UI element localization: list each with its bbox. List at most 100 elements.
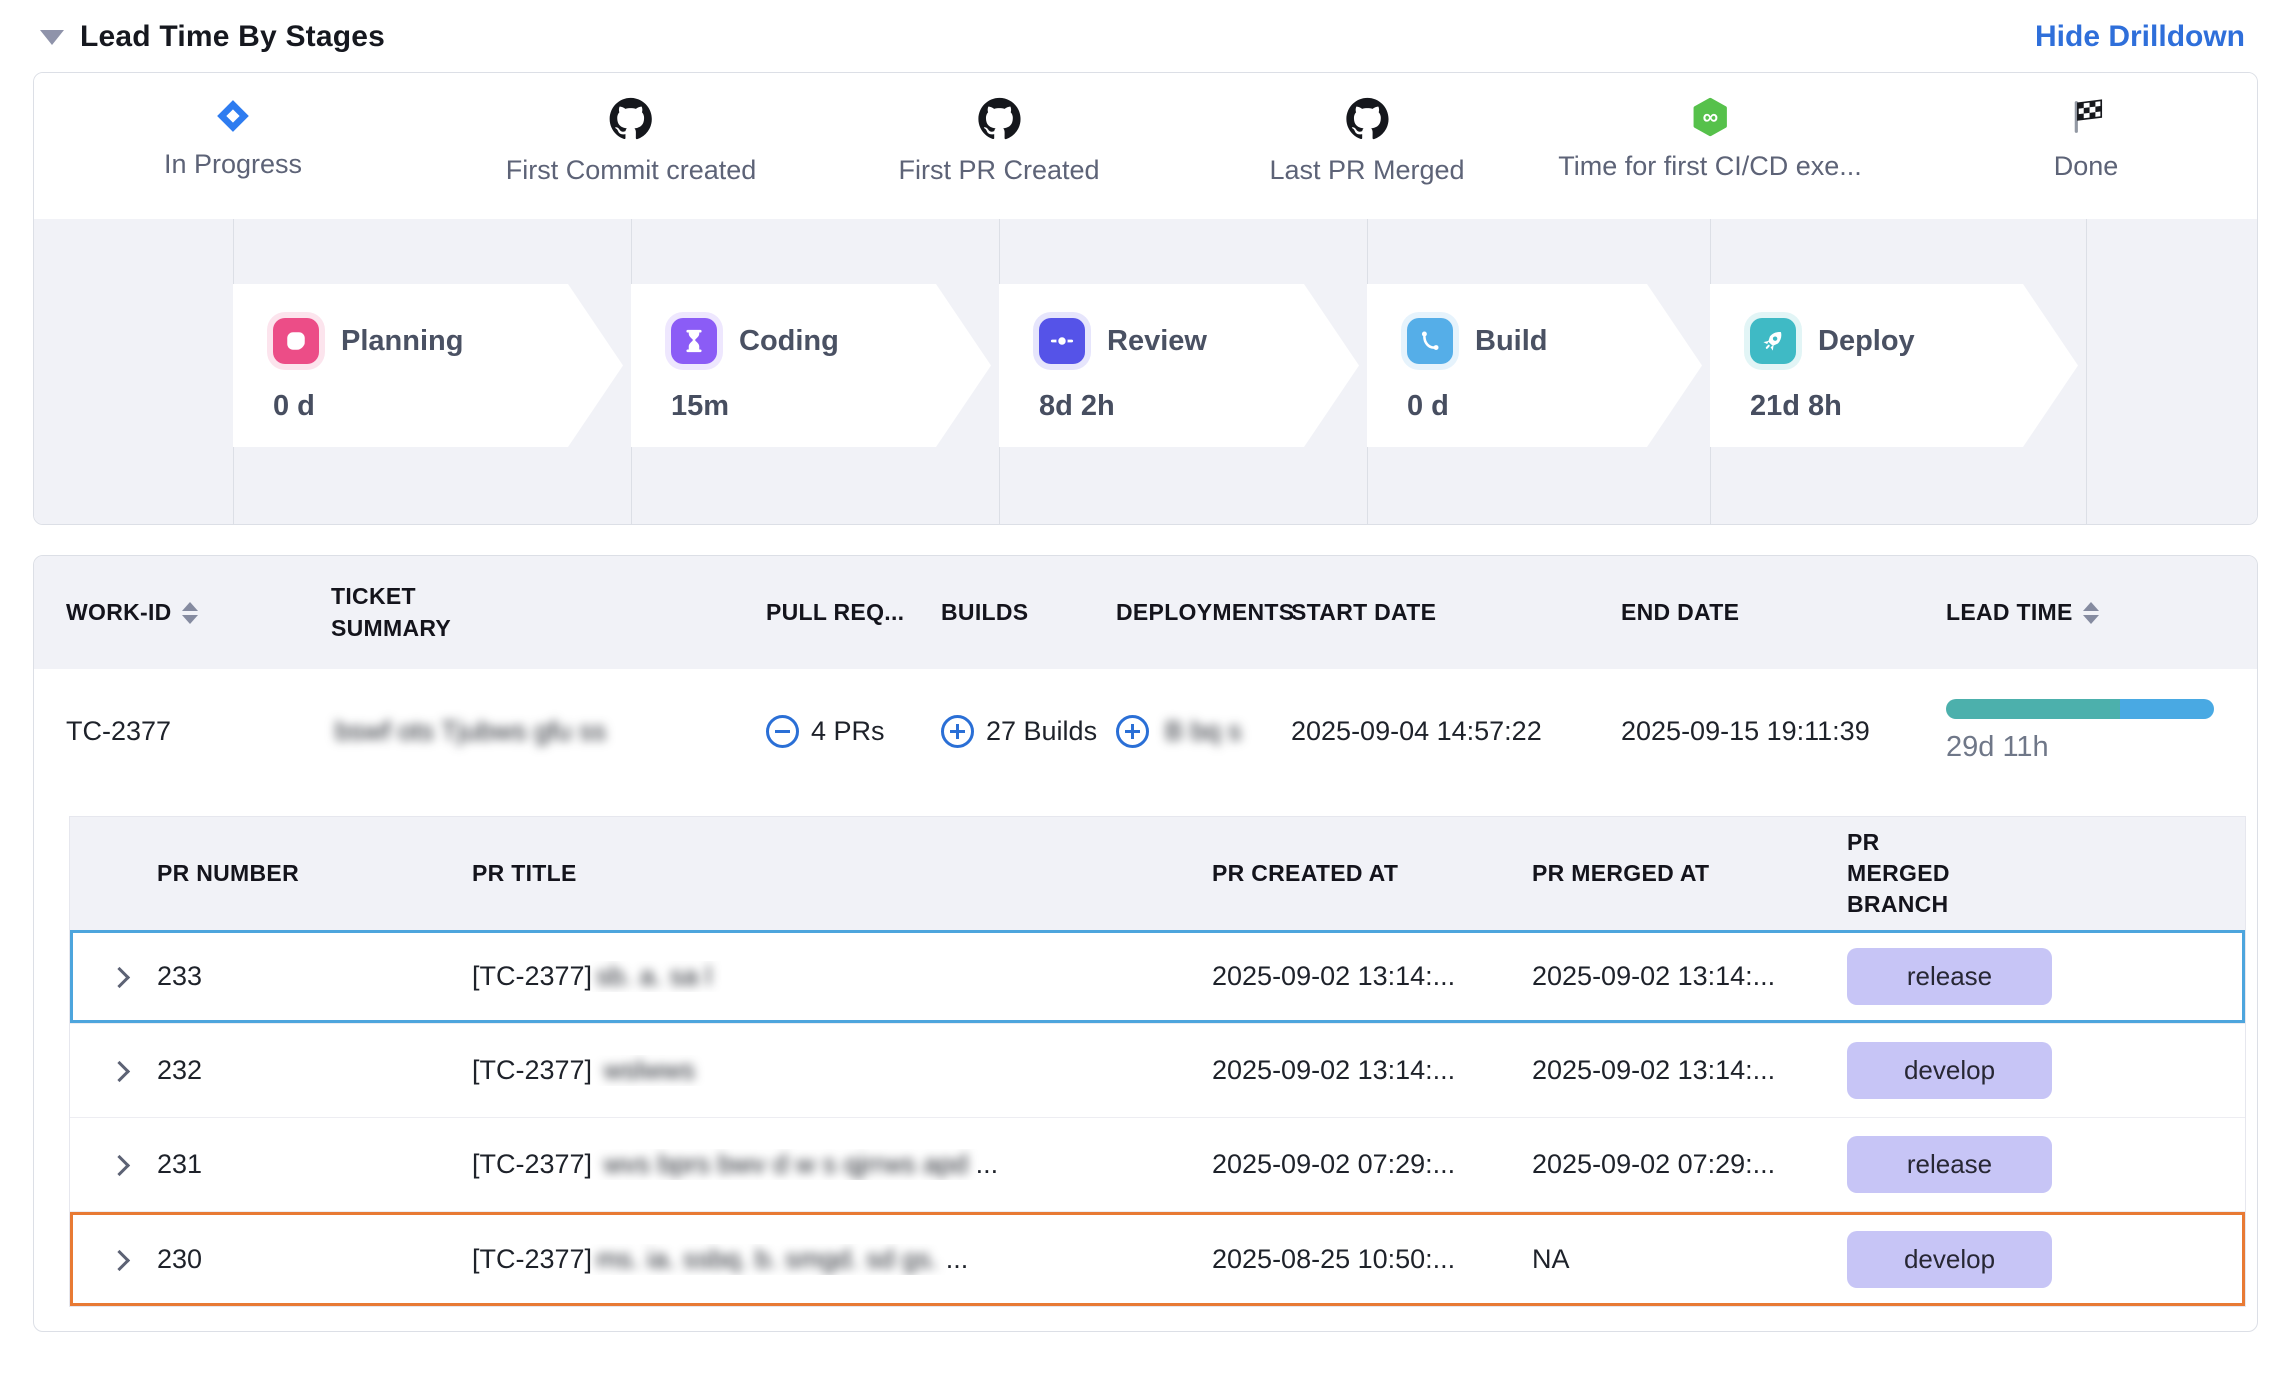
chevron-right-icon[interactable] (108, 966, 131, 989)
branch-icon (1407, 318, 1453, 364)
start-date-value: 2025-09-04 14:57:22 (1291, 716, 1542, 746)
planning-note-icon (273, 318, 319, 364)
page-header: Lead Time By Stages Hide Drilldown (40, 20, 2245, 54)
milestone-strip: In Progress First Commit created First P… (34, 73, 2257, 219)
col-work-id: WORK-ID (66, 599, 331, 626)
pr-number: 233 (157, 961, 203, 991)
page-title: Lead Time By Stages (80, 20, 386, 53)
stage-name: Build (1475, 324, 1548, 357)
stage-coding: Coding 15m (631, 284, 991, 447)
stage-duration: 0 d (273, 390, 315, 422)
sort-icon[interactable] (2082, 601, 2099, 624)
github-icon (977, 97, 1021, 140)
expand-plus-icon[interactable] (941, 715, 974, 748)
milestone-last-pr-merged: Last PR Merged (1269, 97, 1465, 186)
milestone-done: Done (2053, 97, 2119, 182)
pr-row-231[interactable]: 231 [TC-2377] wvs bprs bwv d w s qjrrws … (70, 1118, 2245, 1212)
col-pr-title: PR TITLE (472, 860, 577, 886)
milestone-label: In Progress (163, 149, 303, 179)
stage-duration: 15m (671, 390, 730, 422)
milestone-label: Time for first CI/CD exe... (1558, 151, 1862, 181)
milestone-first-pr: First PR Created (898, 97, 1100, 186)
col-lead-time: LEAD TIME (1946, 599, 2257, 626)
pr-number: 232 (157, 1055, 203, 1085)
milestone-label: Done (2053, 151, 2119, 181)
stage-area: Planning 0 d Coding 15m (34, 219, 2257, 524)
pull-requests-cell[interactable]: 4 PRs (766, 715, 941, 748)
branch-badge: release (1847, 1136, 2052, 1193)
branch-badge: release (1847, 948, 2052, 1005)
finish-flag-icon (2074, 99, 2103, 133)
lead-time-value: 29d 11h (1946, 731, 2049, 763)
milestone-label: Last PR Merged (1269, 155, 1465, 185)
stage-duration: 8d 2h (1039, 390, 1115, 422)
pr-created-at: 2025-09-02 07:29:... (1212, 1149, 1456, 1179)
stage-name: Deploy (1818, 324, 1915, 357)
rocket-icon (1750, 318, 1796, 364)
stage-name: Coding (739, 324, 839, 357)
col-end-date: END DATE (1621, 599, 1740, 625)
stage-review: Review 8d 2h (999, 284, 1359, 447)
builds-cell[interactable]: 27 Builds (941, 715, 1116, 748)
github-icon (609, 97, 653, 140)
col-pull-requests: PULL REQ... (766, 599, 905, 625)
lead-time-cell: 29d 11h (1946, 699, 2257, 764)
stage-name: Review (1107, 324, 1207, 357)
sort-icon[interactable] (181, 601, 198, 624)
milestone-label: First PR Created (898, 155, 1100, 185)
collapse-triangle-icon[interactable] (40, 29, 64, 45)
pr-title: [TC-2377] ms. ia. ssbq. b. smgd. sd gs. .… (472, 1243, 969, 1274)
stage-build: Build 0 d (1367, 284, 1702, 447)
lead-time-stages-panel: In Progress First Commit created First P… (33, 72, 2258, 525)
github-icon (1345, 97, 1389, 140)
pr-number: 231 (157, 1149, 203, 1179)
branch-badge: develop (1847, 1230, 2052, 1288)
stage-duration: 21d 8h (1750, 390, 1842, 422)
pr-title: [TC-2377] sb. a. sa l (472, 961, 712, 991)
cicd-icon: ∞ (1693, 97, 1727, 137)
lead-time-bar-segment-teal (1946, 699, 2121, 719)
pr-created-at: 2025-09-02 13:14:... (1212, 961, 1456, 991)
pr-created-at: 2025-09-02 13:14:... (1212, 1055, 1456, 1085)
work-table-row[interactable]: TC-2377 bswf ots Tjubws gfu ss 4 PRs 27 … (34, 669, 2257, 794)
work-table-header: WORK-ID TICKET SUMMARY PULL REQ... BUILD… (34, 556, 2257, 669)
lead-time-bar (1946, 699, 2214, 719)
expand-plus-icon[interactable] (1116, 715, 1149, 748)
pr-merged-at: 2025-09-02 13:14:... (1532, 961, 1776, 991)
pr-merged-at: 2025-09-02 07:29:... (1532, 1149, 1776, 1179)
lead-time-bar-segment-blue (2120, 699, 2214, 719)
col-pr-number: PR NUMBER (157, 860, 299, 886)
milestone-first-commit: First Commit created (505, 97, 757, 186)
pr-number: 230 (157, 1243, 203, 1274)
ticket-summary-redacted: bswf ots Tjubws gfu ss (335, 716, 607, 746)
chevron-right-icon[interactable] (108, 1249, 131, 1271)
col-start-date: START DATE (1291, 599, 1437, 625)
hide-drilldown-link[interactable]: Hide Drilldown (2035, 20, 2245, 53)
col-pr-merged-branch: PR MERGED BRANCH (1847, 828, 1950, 918)
chevron-right-icon[interactable] (108, 1154, 131, 1177)
chevron-right-icon[interactable] (108, 1060, 131, 1083)
milestone-cicd: ∞ Time for first CI/CD exe... (1558, 97, 1862, 182)
deployments-cell[interactable]: B bq s (1116, 715, 1291, 748)
pr-merged-at: NA (1532, 1243, 1570, 1274)
stage-name: Planning (341, 324, 464, 357)
pr-row-230[interactable]: 230 [TC-2377] ms. ia. ssbq. b. smgd. sd g… (70, 1212, 2245, 1306)
divider (2086, 219, 2087, 524)
pr-merged-at: 2025-09-02 13:14:... (1532, 1055, 1776, 1085)
col-pr-merged-at: PR MERGED AT (1532, 860, 1710, 886)
stage-deploy: Deploy 21d 8h (1710, 284, 2078, 447)
col-pr-created-at: PR CREATED AT (1212, 860, 1399, 886)
pr-created-at: 2025-08-25 10:50:... (1212, 1243, 1456, 1274)
hourglass-icon (671, 318, 717, 364)
collapse-minus-icon[interactable] (766, 715, 799, 748)
col-ticket-summary: TICKET SUMMARY (331, 583, 452, 641)
pr-row-233[interactable]: 233 [TC-2377] sb. a. sa l 2025-09-02 13:1… (70, 930, 2245, 1024)
col-builds: BUILDS (941, 599, 1029, 625)
milestone-label: First Commit created (505, 155, 757, 185)
end-date-value: 2025-09-15 19:11:39 (1621, 716, 1870, 746)
pr-title: [TC-2377] wslwws (472, 1055, 696, 1085)
branch-badge: develop (1847, 1042, 2052, 1099)
stage-duration: 0 d (1407, 390, 1449, 422)
pr-row-232[interactable]: 232 [TC-2377] wslwws 2025-09-02 13:14:..… (70, 1024, 2245, 1118)
pr-table: PR NUMBER PR TITLE PR CREATED AT PR MERG… (69, 816, 2246, 1307)
